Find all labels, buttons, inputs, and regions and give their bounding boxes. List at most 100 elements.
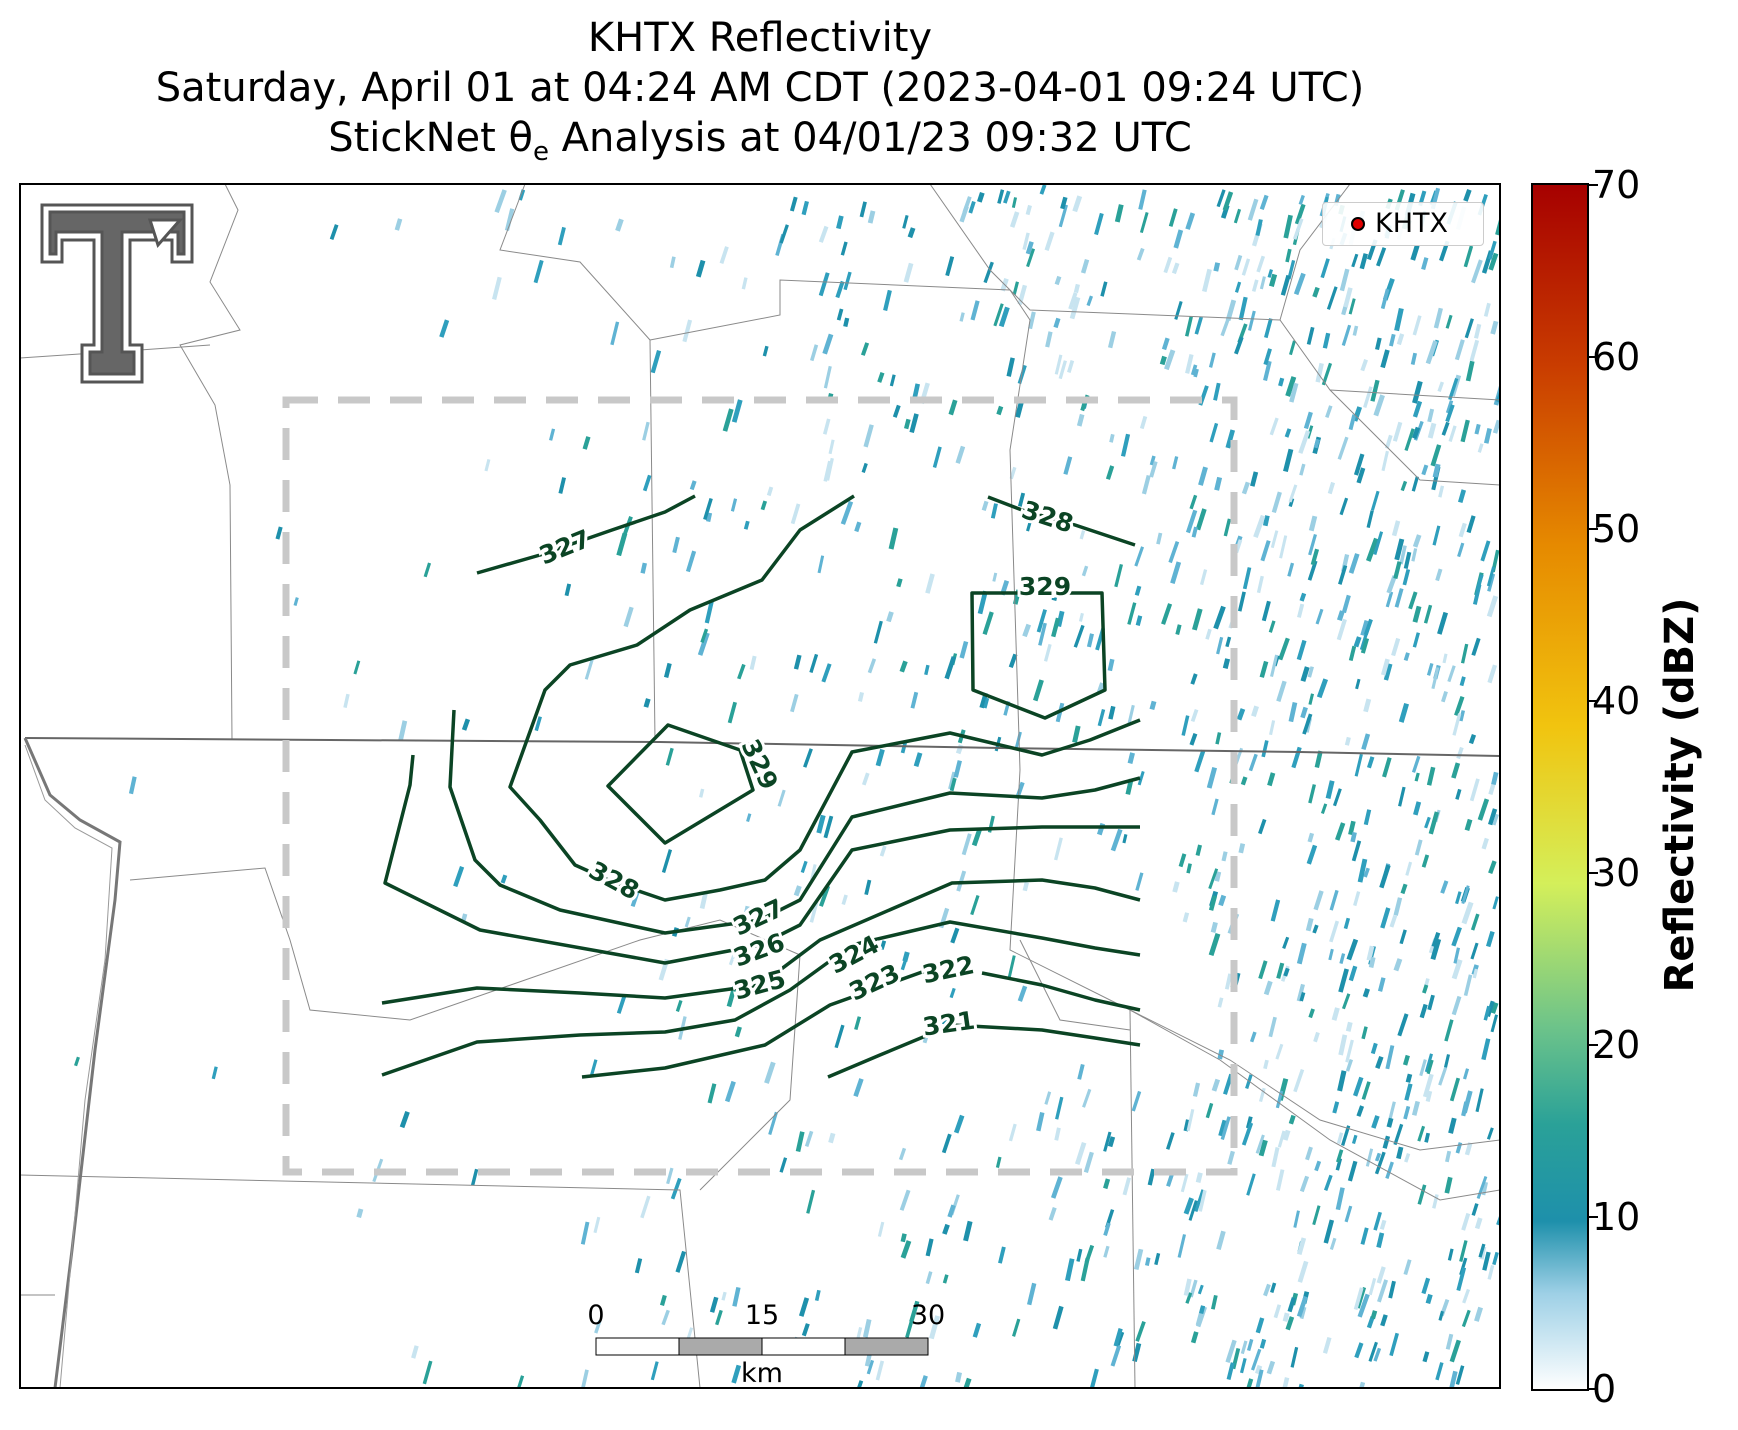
reflectivity-cell xyxy=(1445,400,1454,414)
reflectivity-cell xyxy=(1306,326,1315,345)
reflectivity-cell xyxy=(1404,1153,1411,1163)
reflectivity-cell xyxy=(1368,956,1376,968)
reflectivity-cell xyxy=(801,1323,810,1337)
reflectivity-cell xyxy=(594,1320,602,1334)
reflectivity-cell xyxy=(1163,256,1173,274)
reflectivity-cell xyxy=(1442,653,1448,664)
reflectivity-cell xyxy=(1211,1078,1221,1092)
reflectivity-cell xyxy=(580,1369,589,1388)
reflectivity-cell xyxy=(1380,658,1390,676)
reflectivity-cell xyxy=(1404,428,1415,451)
reflectivity-cell xyxy=(1421,464,1429,476)
reflectivity-cell xyxy=(1298,194,1305,205)
reflectivity-cell xyxy=(1022,881,1029,892)
reflectivity-cell xyxy=(1012,281,1019,295)
reflectivity-cell xyxy=(1058,360,1067,380)
reflectivity-cell xyxy=(704,600,714,624)
reflectivity-cell xyxy=(877,1221,885,1237)
reflectivity-cell xyxy=(818,225,829,243)
reflectivity-cell xyxy=(1048,1207,1057,1221)
reflectivity-cell xyxy=(1329,1237,1337,1251)
reflectivity-cell xyxy=(616,532,628,557)
reflectivity-cell xyxy=(1357,1293,1370,1318)
reflectivity-cell xyxy=(1208,895,1218,911)
reflectivity-cell xyxy=(1351,1134,1358,1145)
reflectivity-cell xyxy=(1302,713,1313,735)
reflectivity-cell xyxy=(1224,973,1233,990)
reflectivity-cell xyxy=(886,611,894,623)
reflectivity-cell xyxy=(1170,561,1182,585)
reflectivity-cell xyxy=(1449,1370,1458,1388)
reflectivity-cell xyxy=(1217,1049,1224,1060)
reflectivity-cell xyxy=(1492,1251,1499,1266)
reflectivity-cell xyxy=(515,1375,525,1388)
reflectivity-cell xyxy=(1348,965,1358,982)
reflectivity-cell xyxy=(746,813,752,822)
reflectivity-cell xyxy=(1466,515,1476,534)
reflectivity-cell xyxy=(1391,520,1401,537)
reflectivity-cell xyxy=(394,218,403,231)
reflectivity-cell xyxy=(1411,1100,1420,1116)
reflectivity-cell xyxy=(1039,184,1047,195)
reflectivity-cell xyxy=(1411,476,1419,492)
reflectivity-cell xyxy=(864,879,872,896)
reflectivity-field xyxy=(74,184,1500,1388)
reflectivity-cell xyxy=(1447,665,1456,683)
reflectivity-cell xyxy=(1404,1083,1413,1101)
reflectivity-cell xyxy=(1341,594,1351,614)
reflectivity-cell xyxy=(1377,1279,1389,1303)
reflectivity-cell xyxy=(1241,258,1251,276)
reflectivity-cell xyxy=(840,500,854,525)
reflectivity-cell xyxy=(1485,931,1495,948)
reflectivity-cell xyxy=(1472,968,1479,979)
reflectivity-cell xyxy=(1181,715,1190,736)
reflectivity-cell xyxy=(862,1319,872,1338)
reflectivity-cell xyxy=(1472,584,1482,605)
reflectivity-cell xyxy=(1268,273,1278,287)
reflectivity-cell xyxy=(1307,832,1315,843)
reflectivity-cell xyxy=(1483,302,1491,317)
reflectivity-cell xyxy=(1370,490,1380,511)
reflectivity-cell xyxy=(1343,287,1353,308)
reflectivity-cell xyxy=(504,208,515,231)
reflectivity-cell xyxy=(1422,1073,1434,1098)
reflectivity-cell xyxy=(1096,682,1105,694)
reflectivity-cell xyxy=(902,951,910,962)
reflectivity-cell xyxy=(1316,678,1329,699)
reflectivity-cell xyxy=(1127,602,1137,625)
reflectivity-cell xyxy=(1199,1305,1206,1315)
reflectivity-cell xyxy=(1083,1151,1094,1173)
reflectivity-cell xyxy=(1185,1292,1193,1304)
reflectivity-cell xyxy=(993,303,1004,327)
reflectivity-cell xyxy=(1185,316,1193,337)
reflectivity-cell xyxy=(128,776,137,795)
reflectivity-cell xyxy=(1211,798,1219,816)
reflectivity-cell xyxy=(1463,245,1474,268)
reflectivity-cell xyxy=(892,404,901,418)
reflectivity-cell xyxy=(1399,929,1407,945)
reflectivity-cell xyxy=(1081,565,1089,577)
reflectivity-cell xyxy=(1190,708,1199,723)
reflectivity-cell xyxy=(1172,456,1179,470)
reflectivity-cell xyxy=(1026,511,1035,532)
reflectivity-cell xyxy=(1435,568,1443,582)
reflectivity-cell xyxy=(1354,753,1363,777)
reflectivity-cell xyxy=(947,1204,956,1218)
reflectivity-cell xyxy=(1414,839,1423,856)
reflectivity-cell xyxy=(983,261,994,284)
reflectivity-cell xyxy=(734,1026,742,1038)
reflectivity-cell xyxy=(1412,315,1422,336)
reflectivity-cell xyxy=(494,189,507,214)
reflectivity-cell xyxy=(707,1083,717,1104)
reflectivity-cell xyxy=(1362,988,1370,998)
reflectivity-cell xyxy=(1208,933,1221,957)
state-border xyxy=(24,737,1500,757)
reflectivity-cell xyxy=(1492,813,1499,826)
reflectivity-cell xyxy=(1053,837,1063,861)
reflectivity-cell xyxy=(1246,1173,1256,1196)
reflectivity-cell xyxy=(1190,673,1198,685)
reflectivity-cell xyxy=(949,987,956,999)
scale-bar-tick: 30 xyxy=(910,1300,946,1331)
reflectivity-cell xyxy=(1050,1176,1063,1199)
reflectivity-cell xyxy=(817,555,825,574)
